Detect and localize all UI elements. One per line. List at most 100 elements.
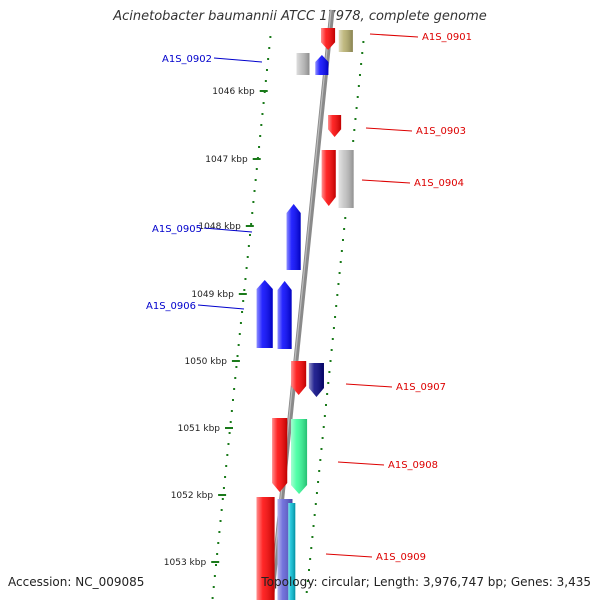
gene-label-text: A1S_0908: [388, 460, 438, 471]
track-dot-left: [247, 245, 250, 247]
track-dot-right: [306, 580, 309, 582]
track-dot-right: [321, 437, 324, 439]
track-dot-right: [354, 118, 357, 120]
track-dot-left: [255, 168, 258, 170]
gene-label-a1s-0905[interactable]: A1S_0905: [152, 224, 253, 235]
gene-label-a1s-0909[interactable]: A1S_0909: [325, 552, 426, 563]
track-dot-right: [344, 217, 347, 219]
track-dot-left: [225, 465, 228, 467]
gene-label-a1s-0906[interactable]: A1S_0906: [146, 301, 245, 312]
gene-shading: [315, 55, 329, 75]
gene-feature-reverse[interactable]: [256, 497, 275, 600]
track-dot-left: [244, 278, 247, 280]
gene-label-text: A1S_0903: [416, 126, 466, 137]
track-dot-right: [314, 503, 317, 505]
track-dot-right: [353, 129, 356, 131]
gene-feature-reverse[interactable]: [321, 28, 336, 50]
track-dot-left: [260, 124, 263, 126]
gene-feature-forward[interactable]: [286, 204, 301, 270]
gene-feature-reverse[interactable]: [338, 150, 354, 208]
track-dot-right: [337, 283, 340, 285]
track-dot-left: [236, 355, 239, 357]
gene-shading: [291, 361, 307, 395]
gene-feature-forward[interactable]: [277, 281, 292, 349]
gene-shading: [338, 30, 353, 52]
track-dot-right: [309, 558, 312, 560]
kbp-tick-label: 1053 kbp: [164, 558, 207, 568]
track-dot-right: [323, 415, 326, 417]
track-dot-left: [251, 212, 254, 214]
label-leader-line: [197, 304, 245, 310]
gene-label-a1s-0904[interactable]: A1S_0904: [361, 178, 464, 189]
gene-feature-reverse[interactable]: [288, 503, 296, 600]
label-leader-line: [365, 127, 413, 132]
kbp-tick-label: 1050 kbp: [185, 357, 228, 367]
track-dot-left: [229, 421, 232, 423]
track-dot-right: [311, 536, 314, 538]
track-dot-right: [332, 327, 335, 329]
gene-feature-forward[interactable]: [296, 53, 310, 75]
track-dot-left: [267, 58, 270, 60]
gene-label-a1s-0908[interactable]: A1S_0908: [337, 460, 438, 471]
track-dot-right: [307, 569, 310, 571]
kbp-tick-label: 1046 kbp: [212, 87, 255, 97]
track-dot-left: [239, 322, 242, 324]
gene-feature-reverse[interactable]: [308, 363, 324, 397]
gene-feature-forward[interactable]: [256, 280, 273, 348]
kbp-tick-label: 1047 kbp: [205, 155, 248, 165]
gene-feature-forward[interactable]: [315, 55, 329, 75]
track-dot-left: [269, 36, 272, 38]
track-dot-left: [235, 366, 238, 368]
track-dot-right: [331, 338, 334, 340]
track-dot-left: [214, 564, 217, 566]
gene-shading: [321, 150, 336, 206]
track-dot-left: [219, 520, 222, 522]
track-dot-left: [227, 443, 230, 445]
gene-feature-reverse[interactable]: [291, 419, 308, 494]
topology-text: Topology: circular; Length: 3,976,747 bp…: [261, 575, 591, 589]
gene-feature-reverse[interactable]: [272, 418, 288, 492]
gene-shading: [296, 53, 310, 75]
track-dot-left: [213, 575, 216, 577]
track-dot-left: [226, 454, 229, 456]
track-dot-left: [253, 190, 256, 192]
kbp-tick-label: 1049 kbp: [191, 290, 234, 300]
track-dot-right: [327, 382, 330, 384]
gene-label-a1s-0903[interactable]: A1S_0903: [365, 126, 466, 137]
track-dot-right: [335, 305, 338, 307]
track-dot-left: [238, 333, 241, 335]
track-dot-left: [218, 531, 221, 533]
track-dot-right: [341, 239, 344, 241]
gene-feature-reverse[interactable]: [291, 361, 307, 395]
track-dot-left: [224, 476, 227, 478]
track-dot-left: [248, 234, 251, 236]
track-dot-right: [362, 41, 365, 43]
track-dot-left: [228, 432, 231, 434]
track-dot-right: [356, 96, 359, 98]
label-leader-line: [203, 227, 253, 233]
track-dot-right: [312, 525, 315, 527]
label-leader-line: [325, 553, 373, 558]
gene-label-a1s-0902[interactable]: A1S_0902: [162, 54, 263, 65]
track-dot-right: [340, 250, 343, 252]
gene-label-a1s-0901[interactable]: A1S_0901: [369, 32, 472, 43]
track-dot-right: [355, 107, 358, 109]
track-dot-right: [336, 294, 339, 296]
gene-label-text: A1S_0906: [146, 301, 196, 312]
track-dot-left: [233, 388, 236, 390]
track-dot-left: [234, 377, 237, 379]
gene-label-a1s-0907[interactable]: A1S_0907: [345, 382, 446, 393]
track-dot-right: [313, 514, 316, 516]
track-dot-left: [264, 80, 267, 82]
kbp-tick-label: 1051 kbp: [178, 424, 221, 434]
gene-label-text: A1S_0901: [422, 32, 472, 43]
gene-feature-reverse[interactable]: [338, 30, 353, 52]
gene-feature-reverse[interactable]: [328, 115, 342, 137]
kbp-tick-label: 1052 kbp: [171, 491, 214, 501]
gene-feature-reverse[interactable]: [321, 150, 336, 206]
track-dot-left: [217, 542, 220, 544]
track-dot-right: [361, 52, 364, 54]
track-dot-right: [328, 371, 331, 373]
